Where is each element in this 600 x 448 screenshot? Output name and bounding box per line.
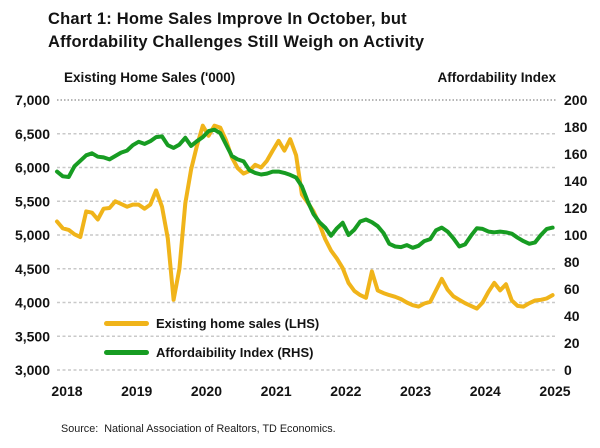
right-axis-tick-label: 80 — [564, 254, 580, 270]
left-axis-tick-label: 3,000 — [15, 362, 50, 378]
left-axis-tick-label: 4,000 — [15, 295, 50, 311]
x-axis-tick-label: 2018 — [51, 383, 82, 399]
left-axis-tick-label: 4,500 — [15, 261, 50, 277]
affordability-line-swatch — [104, 350, 149, 355]
right-axis-tick-label: 40 — [564, 308, 580, 324]
sales-line-swatch — [104, 321, 149, 326]
right-axis-tick-label: 180 — [564, 119, 588, 135]
right-axis-tick-label: 100 — [564, 227, 588, 243]
chart-title-line1: Chart 1: Home Sales Improve In October, … — [48, 10, 407, 28]
left-axis-title: Existing Home Sales ('000) — [64, 70, 236, 85]
right-axis-tick-label: 160 — [564, 146, 588, 162]
x-axis-tick-label: 2019 — [121, 383, 152, 399]
right-axis-tick-label: 140 — [564, 173, 588, 189]
right-axis-tick-label: 60 — [564, 281, 580, 297]
x-axis-tick-label: 2023 — [400, 383, 431, 399]
x-axis-tick-label: 2022 — [330, 383, 361, 399]
chart-title-line2: Affordability Challenges Still Weigh on … — [48, 33, 425, 51]
x-axis-tick-label: 2020 — [191, 383, 222, 399]
legend-label: Existing home sales (LHS) — [156, 316, 320, 331]
affordability-index-line — [55, 127, 555, 250]
left-axis-tick-label: 3,500 — [15, 328, 50, 344]
x-axis-tick-label: 2021 — [261, 383, 292, 399]
left-axis-tick-label: 6,500 — [15, 126, 50, 142]
existing-home-sales-line — [55, 123, 555, 311]
x-axis-tick-label: 2024 — [470, 383, 501, 399]
right-axis-tick-label: 20 — [564, 335, 580, 351]
legend-item-existing-home-sales: Existing home sales (LHS) — [104, 316, 319, 331]
right-axis-title: Affordability Index — [437, 70, 556, 85]
legend-label: Affordaibility Index (RHS) — [156, 345, 314, 360]
left-axis-tick-label: 5,000 — [15, 227, 50, 243]
legend-item-affordability-index: Affordaibility Index (RHS) — [104, 345, 313, 360]
right-axis-tick-label: 0 — [564, 362, 572, 378]
source-note: Source: National Association of Realtors… — [61, 423, 336, 435]
right-axis-tick-label: 200 — [564, 92, 588, 108]
right-axis-tick-label: 120 — [564, 200, 588, 216]
chart-title: Chart 1: Home Sales Improve In October, … — [48, 8, 588, 54]
left-axis-tick-label: 5,500 — [15, 193, 50, 209]
x-axis-tick-label: 2025 — [539, 383, 570, 399]
left-axis-tick-label: 6,000 — [15, 160, 50, 176]
left-axis-tick-label: 7,000 — [15, 92, 50, 108]
